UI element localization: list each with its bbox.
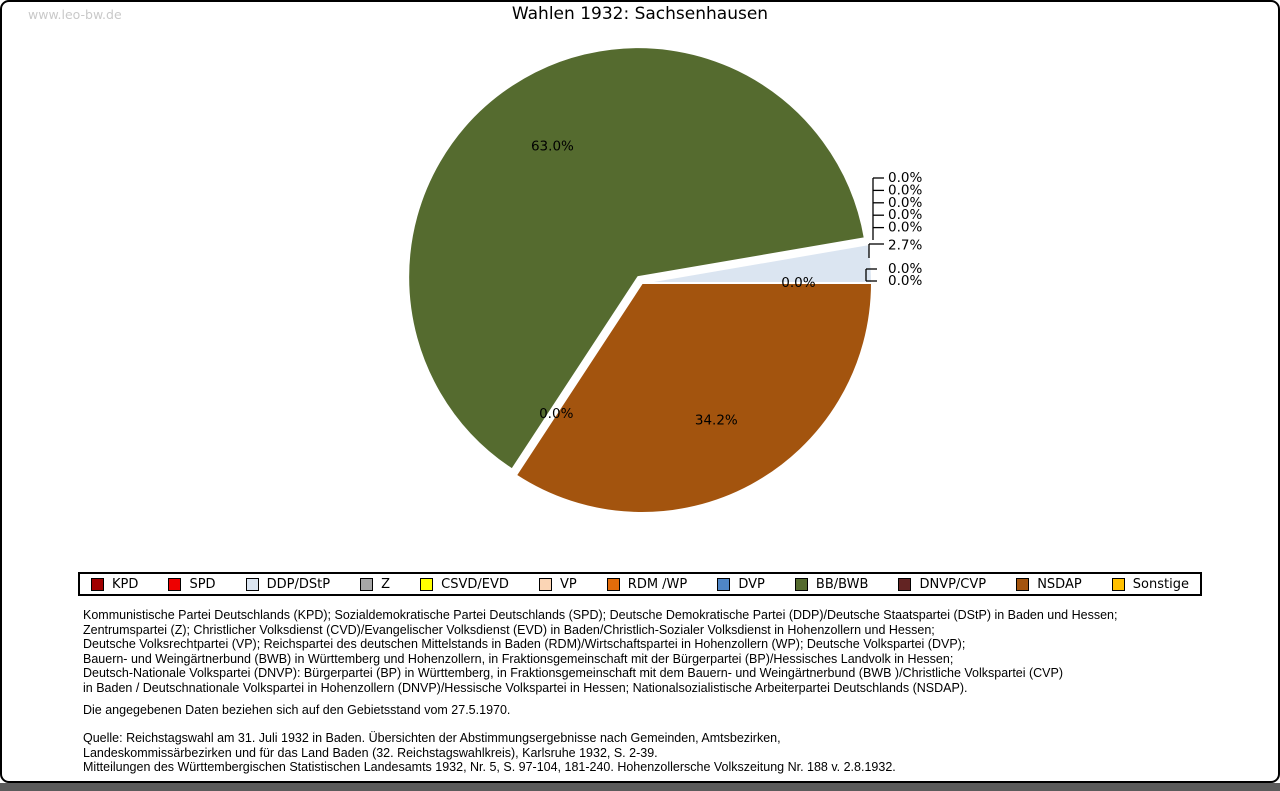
legend-item-bb-bwb: BB/BWB	[794, 576, 869, 592]
legend-label-vp: VP	[559, 576, 577, 592]
legend-label-csvd-evd: CSVD/EVD	[441, 576, 509, 592]
source-note-line: Landeskommissärbezirken und für das Land…	[83, 745, 658, 760]
party-definitions-line: Zentrumspartei (Z); Christlicher Volksdi…	[83, 622, 935, 637]
legend-swatch-nsdap	[1016, 577, 1030, 591]
legend-swatch-bb-bwb	[794, 577, 808, 591]
legend-item-rdm-wp: RDM /WP	[606, 576, 688, 592]
legend-label-z: Z	[381, 576, 391, 592]
party-definitions-line: Deutsche Volksrechtpartei (VP); Reichspa…	[83, 637, 966, 652]
legend-swatch-ddp-dstp	[245, 577, 259, 591]
legend-swatch-vp	[538, 577, 552, 591]
pie-slice-label-bb-bwb: 63.0%	[531, 138, 574, 154]
legend-swatch-rdm-wp	[606, 577, 620, 591]
legend-label-kpd: KPD	[112, 576, 139, 592]
pie-chart: 63.0%0.0% 34.2%0.0%0.0%0.0%0.0%0.0%0.0%2.…	[407, 46, 922, 514]
legend-item-csvd-evd: CSVD/EVD	[420, 577, 509, 592]
legend-label-spd: SPD	[189, 576, 216, 592]
pie-slice-label-dnvp-cvp: 0.0%	[539, 406, 573, 422]
source-note-line: Mitteilungen des Württembergischen Stati…	[83, 760, 896, 775]
source-note: Quelle: Reichstagswahl am 31. Juli 1932 …	[83, 731, 896, 775]
pie-slice-label-rdm-wp: 0.0%	[888, 207, 922, 223]
party-definitions-line: Bauern- und Weingärtnerbund (BWB) in Wür…	[83, 651, 954, 666]
party-definitions: Kommunistische Partei Deutschlands (KPD)…	[83, 608, 1117, 696]
legend-label-rdm-wp: RDM /WP	[627, 576, 688, 592]
pie-slice-label-kpd: 0.0%	[888, 261, 922, 277]
party-definitions-line: Deutsch-Nationale Volkspartei (DNVP): Bü…	[83, 666, 1064, 681]
legend-item-nsdap: NSDAP	[1016, 577, 1082, 592]
legend-label-nsdap: NSDAP	[1037, 576, 1082, 592]
legend-swatch-kpd	[91, 577, 104, 591]
party-definitions-line: Kommunistische Partei Deutschlands (KPD)…	[83, 608, 1118, 622]
legend-label-bb-bwb: BB/BWB	[815, 576, 869, 592]
pie-slice-label-csvd-evd: 0.0%	[888, 182, 922, 198]
legend: KPD SPD DDP/DStP Z CSVD/EVD VP RDM /WP DVP BB/BW…	[78, 572, 1202, 596]
source-note-line: Quelle: Reichstagswahl am 31. Juli 1932 …	[83, 731, 781, 745]
pie-slice-label-nsdap: 34.2%	[695, 413, 738, 429]
legend-item-dvp: DVP	[717, 577, 765, 592]
pie-slice-label-z: 0.0%	[888, 170, 922, 186]
page-title: Wahlen 1932: Sachsenhausen	[511, 4, 769, 24]
legend-item-ddp-dstp: DDP/DStP	[245, 576, 331, 592]
legend-label-dnvp-cvp: DNVP/CVP	[919, 576, 987, 592]
pie-slice-bb-bwb	[407, 46, 866, 471]
legend-item-kpd: KPD	[91, 577, 138, 592]
legend-item-z: Z	[360, 577, 390, 592]
legend-swatch-sonstige	[1111, 577, 1125, 591]
legend-label-dvp: DVP	[738, 576, 765, 592]
legend-label-ddp-dstp: DDP/DStP	[266, 576, 331, 592]
pie-slice-nsdap	[514, 282, 873, 514]
legend-swatch-dvp	[717, 577, 731, 591]
legend-swatch-spd	[168, 577, 182, 591]
pie-slice-label-spd: 0.0%	[888, 273, 922, 289]
legend-item-dnvp-cvp: DNVP/CVP	[898, 577, 986, 592]
legend-swatch-z	[360, 577, 374, 591]
pie-slice-label-dvp: 0.0%	[888, 220, 922, 236]
legend-item-spd: SPD	[168, 576, 216, 592]
bottom-bar	[0, 783, 1280, 791]
watermark: www.leo-bw.de	[28, 7, 122, 22]
legend-item-sonstige: Sonstige	[1111, 576, 1189, 592]
legend-item-vp: VP	[538, 576, 577, 592]
legend-swatch-dnvp-cvp	[898, 577, 912, 591]
pie-slice-label-sonstige: 0.0%	[781, 275, 815, 291]
legend-swatch-csvd-evd	[420, 577, 434, 591]
pie-slice-label-ddp-dstp: 2.7%	[888, 238, 922, 254]
gebietsstand-note: Die angegebenen Daten beziehen sich auf …	[83, 703, 511, 717]
party-definitions-line: in Baden / Deutschnationale Volkspartei …	[83, 680, 968, 695]
legend-label-sonstige: Sonstige	[1132, 576, 1189, 592]
pie-slice-label-vp: 0.0%	[888, 195, 922, 211]
